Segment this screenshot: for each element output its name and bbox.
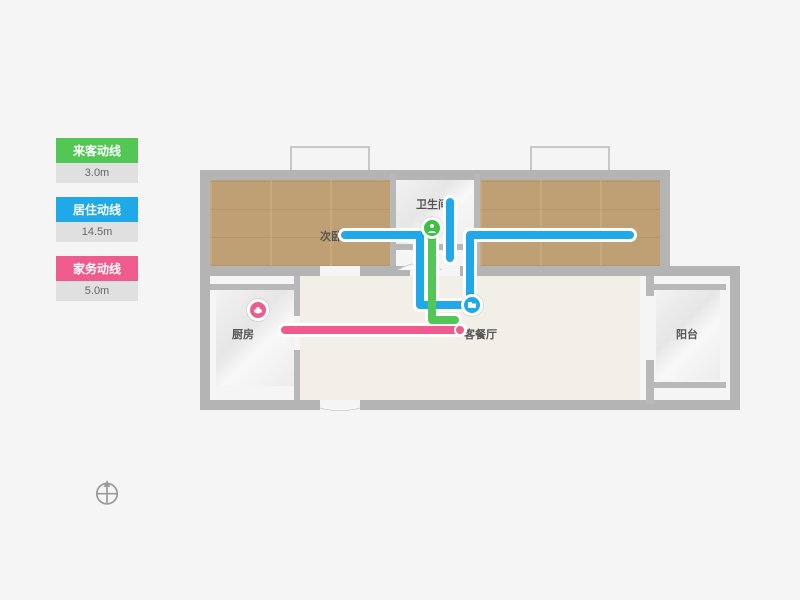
wall	[660, 170, 670, 276]
legend-item-guest: 来客动线 3.0m	[56, 138, 138, 183]
legend-title-chores: 家务动线	[56, 256, 138, 281]
room-master-bedroom	[480, 180, 660, 266]
wall	[200, 266, 320, 276]
wall	[360, 400, 740, 410]
wall	[640, 266, 740, 276]
legend-item-living: 居住动线 14.5m	[56, 197, 138, 242]
wall	[646, 360, 654, 404]
legend-title-living: 居住动线	[56, 197, 138, 222]
wall	[294, 276, 300, 316]
wall	[460, 266, 670, 276]
legend: 来客动线 3.0m 居住动线 14.5m 家务动线 5.0m	[56, 138, 138, 315]
flow-node-living-icon	[461, 294, 483, 316]
legend-value-living: 14.5m	[56, 222, 138, 242]
legend-value-guest: 3.0m	[56, 163, 138, 183]
wall	[730, 276, 740, 410]
wall	[294, 350, 300, 400]
label-secondary-bedroom: 次卧	[320, 228, 342, 244]
wall	[200, 170, 670, 180]
flow-node-guest-icon	[421, 217, 443, 239]
wall	[200, 266, 210, 410]
door-bathroom	[398, 246, 442, 270]
label-balcony: 阳台	[676, 326, 698, 342]
wall	[646, 276, 654, 296]
wall	[210, 284, 296, 290]
wall	[390, 174, 396, 268]
label-living-dining: 客餐厅	[464, 326, 497, 342]
wall	[474, 174, 480, 268]
label-master-bedroom: 主卧	[530, 228, 552, 244]
window-master-bedroom	[530, 146, 610, 172]
wall	[654, 284, 726, 290]
door-main-entry	[320, 406, 360, 426]
room-secondary-bedroom	[210, 180, 390, 266]
label-kitchen: 厨房	[232, 326, 254, 342]
label-bathroom: 卫生间	[416, 196, 449, 212]
legend-item-chores: 家务动线 5.0m	[56, 256, 138, 301]
wall	[200, 400, 320, 410]
window-secondary-bedroom	[290, 146, 370, 172]
floor-plan: 次卧 卫生间 主卧 厨房 客餐厅 阳台	[200, 140, 740, 440]
wall	[200, 170, 210, 276]
wall	[654, 382, 726, 388]
legend-title-guest: 来客动线	[56, 138, 138, 163]
legend-value-chores: 5.0m	[56, 281, 138, 301]
compass-icon	[90, 475, 124, 509]
flow-node-chores-icon	[247, 299, 269, 321]
